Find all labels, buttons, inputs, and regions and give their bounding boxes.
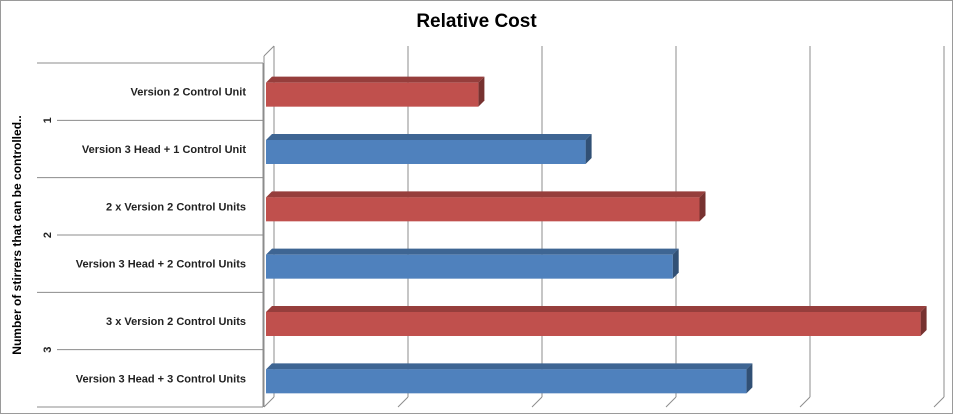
chart-title: Relative Cost: [416, 11, 537, 32]
floor-gridline: [397, 396, 409, 408]
group-label: 1: [42, 117, 54, 123]
bar-top: [266, 191, 706, 198]
bar-top: [266, 134, 592, 140]
bar-top: [266, 76, 485, 83]
category-label: Version 2 Control Unit: [130, 87, 246, 99]
bar-side: [920, 306, 927, 336]
floor-gridline: [531, 396, 543, 408]
floor-gridline: [665, 396, 677, 408]
y-axis-title: Number of stirrers that can be controlle…: [10, 115, 24, 354]
bar-side: [478, 76, 485, 107]
bar-top: [266, 363, 753, 370]
bar: [266, 254, 673, 279]
category-label: Version 3 Head + 1 Control Unit: [82, 144, 246, 156]
bar-side: [699, 191, 706, 222]
bar-side: [585, 134, 592, 164]
category-label: Version 3 Head + 3 Control Units: [76, 373, 246, 385]
bar: [266, 312, 921, 336]
bar: [266, 197, 700, 222]
floor-gridline: [933, 396, 945, 408]
bar-top: [266, 248, 679, 255]
bar-top: [266, 306, 927, 312]
category-label: Version 3 Head + 2 Control Units: [76, 259, 246, 271]
bar: [266, 140, 586, 164]
category-label: 2 x Version 2 Control Units: [106, 201, 246, 213]
bar-side: [746, 363, 753, 394]
bar: [266, 82, 479, 107]
bar: [266, 369, 747, 394]
bar-side: [672, 248, 679, 279]
floor-gridline: [263, 396, 275, 408]
category-label: 3 x Version 2 Control Units: [106, 316, 246, 328]
group-label: 3: [42, 347, 54, 353]
group-label: 2: [42, 232, 54, 238]
axis-wall-top: [263, 45, 275, 57]
floor-gridline: [799, 396, 811, 408]
